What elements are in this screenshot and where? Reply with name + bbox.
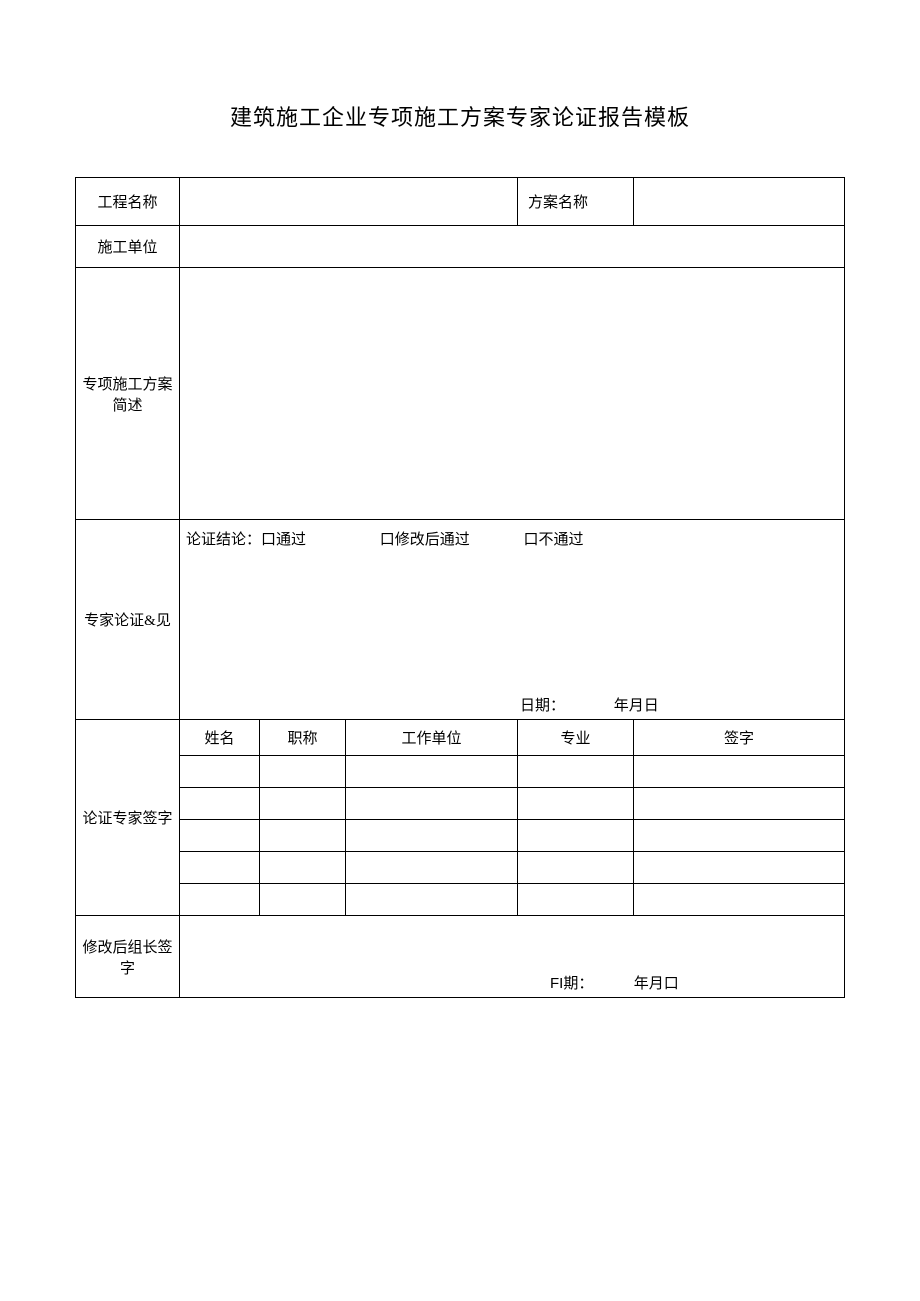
page-title: 建筑施工企业专项施工方案专家论证报告模板 bbox=[75, 100, 845, 132]
sig-sign-cell[interactable] bbox=[634, 884, 845, 916]
sig-title-cell[interactable] bbox=[260, 852, 346, 884]
sig-header-title: 职称 bbox=[260, 720, 346, 756]
sig-sign-cell[interactable] bbox=[634, 820, 845, 852]
project-name-label: 工程名称 bbox=[76, 178, 180, 226]
sig-unit-cell[interactable] bbox=[346, 852, 518, 884]
sig-sign-cell[interactable] bbox=[634, 756, 845, 788]
expert-opinion-label: 专家论证&见 bbox=[76, 520, 180, 720]
sig-unit-cell[interactable] bbox=[346, 820, 518, 852]
project-name-value[interactable] bbox=[180, 178, 518, 226]
sig-major-cell[interactable] bbox=[518, 756, 634, 788]
signature-header-row: 论证专家签字 姓名 职称 工作单位 专业 签字 bbox=[76, 720, 845, 756]
row-brief: 专项施工方案简述 bbox=[76, 268, 845, 520]
sig-header-sign: 签字 bbox=[634, 720, 845, 756]
signature-section-label: 论证专家签字 bbox=[76, 720, 180, 916]
row-construction-unit: 施工单位 bbox=[76, 226, 845, 268]
date-label-1: 日期： bbox=[520, 694, 610, 715]
date-ymd-2[interactable]: 年月口 bbox=[634, 976, 679, 992]
sig-major-cell[interactable] bbox=[518, 820, 634, 852]
sig-major-cell[interactable] bbox=[518, 852, 634, 884]
signature-row bbox=[76, 852, 845, 884]
sig-sign-cell[interactable] bbox=[634, 852, 845, 884]
sig-major-cell[interactable] bbox=[518, 884, 634, 916]
expert-opinion-cell[interactable]: 论证结论：口通过 口修改后通过 口不通过 日期： 年月日 bbox=[180, 520, 845, 720]
signature-row bbox=[76, 756, 845, 788]
sig-unit-cell[interactable] bbox=[346, 788, 518, 820]
leader-sign-label: 修改后组长签字 bbox=[76, 916, 180, 998]
row-leader-sign: 修改后组长签字 FI期： 年月口 bbox=[76, 916, 845, 998]
date-ymd-1[interactable]: 年月日 bbox=[614, 694, 659, 715]
sig-title-cell[interactable] bbox=[260, 756, 346, 788]
row-project-plan: 工程名称 方案名称 bbox=[76, 178, 845, 226]
sig-name-cell[interactable] bbox=[180, 852, 260, 884]
date-label-2: FI期： bbox=[550, 972, 630, 993]
signature-row bbox=[76, 788, 845, 820]
conclusion-modify-pass[interactable]: 口修改后通过 bbox=[380, 528, 470, 549]
conclusion-fail[interactable]: 口不通过 bbox=[524, 528, 584, 549]
sig-sign-cell[interactable] bbox=[634, 788, 845, 820]
sig-name-cell[interactable] bbox=[180, 756, 260, 788]
conclusion-line: 论证结论：口通过 口修改后通过 口不通过 bbox=[180, 520, 844, 557]
construction-unit-value[interactable] bbox=[180, 226, 845, 268]
sig-title-cell[interactable] bbox=[260, 820, 346, 852]
sig-name-cell[interactable] bbox=[180, 788, 260, 820]
plan-name-label: 方案名称 bbox=[518, 178, 634, 226]
row-expert-opinion: 专家论证&见 论证结论：口通过 口修改后通过 口不通过 日期： 年月日 bbox=[76, 520, 845, 720]
signature-row bbox=[76, 820, 845, 852]
conclusion-pass[interactable]: 论证结论：口通过 bbox=[186, 528, 306, 549]
construction-unit-label: 施工单位 bbox=[76, 226, 180, 268]
sig-header-name: 姓名 bbox=[180, 720, 260, 756]
sig-title-cell[interactable] bbox=[260, 788, 346, 820]
sig-name-cell[interactable] bbox=[180, 820, 260, 852]
sig-name-cell[interactable] bbox=[180, 884, 260, 916]
sig-header-unit: 工作单位 bbox=[346, 720, 518, 756]
sig-major-cell[interactable] bbox=[518, 788, 634, 820]
expert-date-line: 日期： 年月日 bbox=[180, 690, 844, 719]
sig-unit-cell[interactable] bbox=[346, 756, 518, 788]
plan-name-value[interactable] bbox=[634, 178, 845, 226]
sig-header-major: 专业 bbox=[518, 720, 634, 756]
sig-unit-cell[interactable] bbox=[346, 884, 518, 916]
sig-title-cell[interactable] bbox=[260, 884, 346, 916]
brief-value[interactable] bbox=[180, 268, 845, 520]
brief-label: 专项施工方案简述 bbox=[76, 268, 180, 520]
form-table: 工程名称 方案名称 施工单位 专项施工方案简述 专家论证&见 论证结论：口通过 … bbox=[75, 177, 845, 998]
leader-date-line: FI期： 年月口 bbox=[180, 968, 844, 997]
leader-sign-cell[interactable]: FI期： 年月口 bbox=[180, 916, 845, 998]
signature-row bbox=[76, 884, 845, 916]
